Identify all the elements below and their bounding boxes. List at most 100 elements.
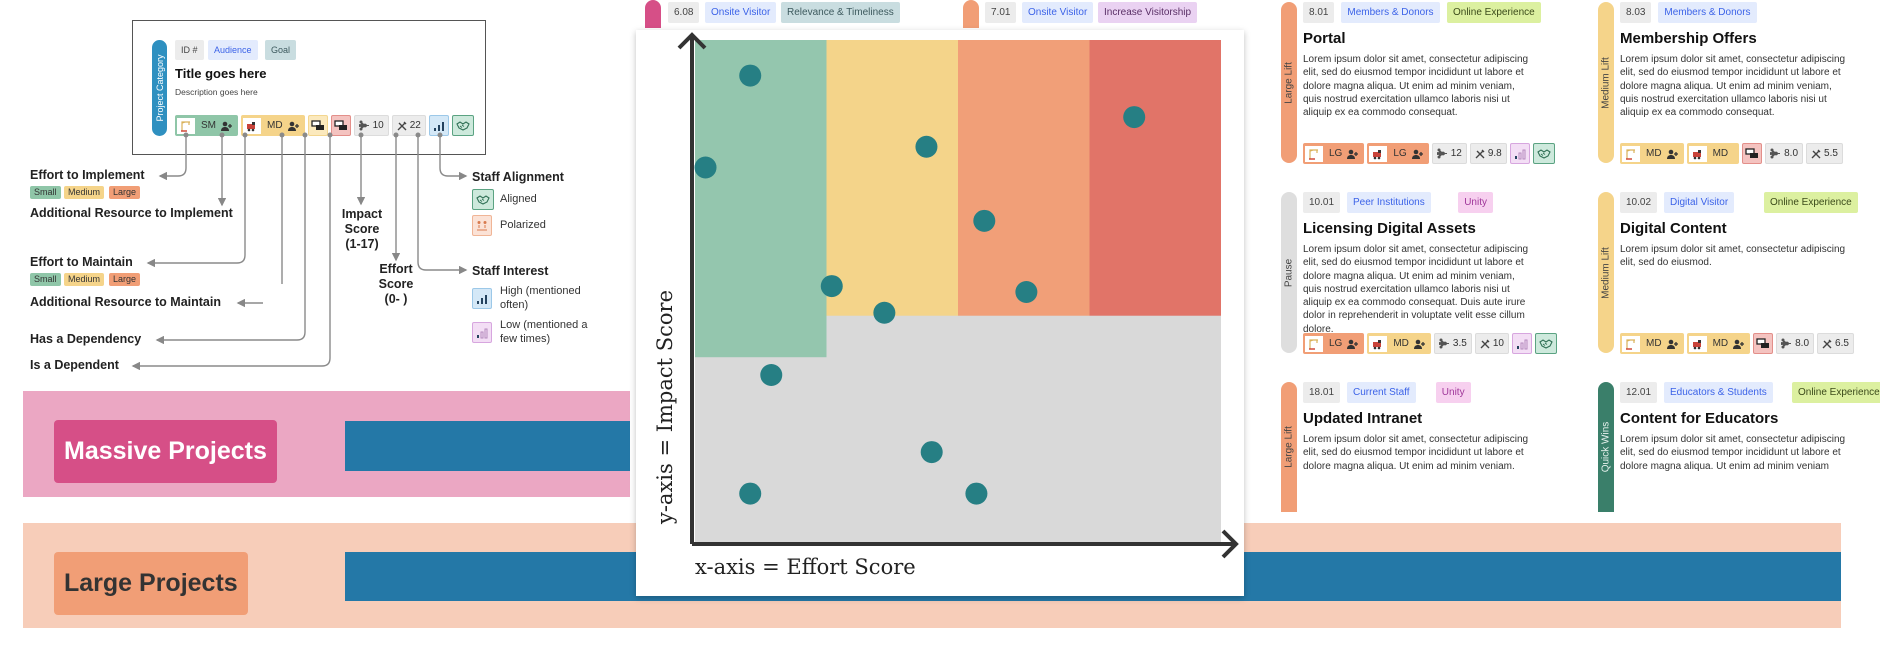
handshake-icon (472, 189, 494, 210)
card-description: Lorem ipsum dolor sit amet, consectetur … (1303, 434, 1529, 472)
effort-to-implement-chip: LG (1303, 143, 1365, 164)
effort-to-maintain-label: Effort to Maintain (30, 255, 133, 269)
effort-score-value: 22 (409, 120, 421, 131)
card-audience-tag: Current Staff (1347, 382, 1416, 403)
card-title[interactable]: Content for Educators (1620, 410, 1779, 427)
crane-icon (177, 117, 195, 134)
axes (690, 35, 1236, 546)
massive-projects-label: Massive Projects (54, 420, 277, 483)
legend-chip-row: SM MD 10 22 (175, 115, 474, 136)
card-category-pill: Medium Lift (1598, 2, 1614, 163)
card-audience-tag: Members & Donors (1341, 2, 1440, 23)
handshake-icon (456, 120, 470, 131)
train-icon (243, 117, 261, 134)
effort-score-chip: 5.5 (1806, 143, 1843, 164)
add-person-icon (1346, 149, 1359, 159)
data-point (1015, 281, 1038, 303)
card-description: Lorem ipsum dolor sit amet, consectetur … (1620, 54, 1846, 119)
train-icon (1369, 145, 1388, 162)
card-description: Lorem ipsum dolor sit amet, consectetur … (1620, 434, 1846, 472)
staff-interest-label: Staff Interest (472, 264, 549, 278)
aligned-icon-box (472, 189, 494, 210)
size-small: Small (30, 273, 61, 286)
impact-score-value: 3.5 (1452, 338, 1467, 349)
has-dependency-label: Has a Dependency (30, 332, 142, 346)
add-person-icon (220, 121, 233, 131)
x-axis-arrow (1221, 529, 1239, 559)
effort-score-value: 9.8 (1487, 148, 1502, 159)
train-icon (1369, 335, 1388, 352)
top-id-tag: 6.08 (668, 2, 700, 23)
card-audience-tag: Digital Visitor (1664, 192, 1735, 213)
effort-to-maintain-chip: MD (1686, 333, 1751, 354)
data-point (739, 64, 762, 87)
is-dependent-chip (330, 115, 351, 136)
card-goal-tag: Online Experience (1764, 192, 1858, 213)
card-id-tag: 10.02 (1620, 192, 1658, 213)
handshake-icon (1537, 148, 1551, 159)
effort-to-implement-chip: MD (1620, 143, 1684, 164)
card-chip-row: MD MD 8.0 6.5 (1620, 333, 1854, 354)
size-label: LG (1329, 148, 1343, 159)
top-id-tag: 7.01 (985, 2, 1017, 23)
large-category-pill (963, 0, 979, 28)
network-icon (1436, 148, 1448, 159)
staff-interest-low-chip (1511, 333, 1532, 354)
region-large-lift (958, 40, 1090, 316)
impact-score-value: 8.0 (1784, 148, 1799, 159)
card-goal-tag: Unity (1458, 192, 1493, 213)
tools-icon (1475, 149, 1485, 159)
tools-icon (1480, 339, 1490, 349)
is-dependent-chip (1753, 333, 1774, 354)
data-point (1123, 106, 1146, 129)
legend-title: Title goes here (175, 66, 267, 81)
legend-connectors (131, 132, 468, 371)
bar-chart-high-icon (472, 288, 492, 309)
size-label: MD (1646, 338, 1662, 349)
size-label: SM (201, 120, 216, 131)
data-point (920, 441, 943, 464)
card-audience-tag: Educators & Students (1664, 382, 1773, 403)
train-icon (1688, 335, 1707, 352)
data-point (820, 275, 843, 298)
card-id-tag: 10.01 (1303, 192, 1341, 213)
network-icon (1438, 338, 1450, 349)
card-title[interactable]: Updated Intranet (1303, 410, 1423, 427)
high-interest-label: High (mentioned often) (500, 285, 581, 311)
card-description: Lorem ipsum dolor sit amet, consectetur … (1303, 54, 1529, 119)
top-goal-tag: Relevance & Timeliness (781, 2, 900, 23)
data-point (873, 301, 896, 324)
effort-score-value: 6.5 (1835, 338, 1849, 349)
crane-icon (1622, 145, 1640, 162)
dependency-icon (310, 120, 325, 131)
staff-aligned-chip (1532, 143, 1555, 164)
effort-impact-chart (677, 32, 1239, 559)
card-title[interactable]: Digital Content (1620, 220, 1727, 237)
card-title[interactable]: Membership Offers (1620, 30, 1757, 47)
card-category-pill: Quick Wins (1598, 382, 1614, 512)
effort-to-maintain-chip: MD (1686, 143, 1740, 164)
add-person-icon (1666, 339, 1679, 349)
card-audience-tag: Members & Donors (1658, 2, 1757, 23)
region-massive (1089, 40, 1221, 316)
effort-score-chip: 6.5 (1817, 333, 1854, 354)
data-point (965, 482, 988, 505)
is-dependent-label: Is a Dependent (30, 358, 119, 372)
high-interest-icon-box (472, 288, 492, 309)
card-id-tag: 18.01 (1303, 382, 1341, 403)
impact-score-chip: 10 (353, 115, 389, 136)
staff-interest-low-chip (1509, 143, 1530, 164)
card-title[interactable]: Portal (1303, 30, 1346, 47)
impact-score-chip: 8.0 (1776, 333, 1815, 354)
effort-to-implement-chip: SM (175, 115, 238, 136)
add-person-icon (1666, 149, 1679, 159)
data-point (739, 482, 762, 505)
card-title[interactable]: Licensing Digital Assets (1303, 220, 1476, 237)
effort-to-maintain-chip: LG (1367, 143, 1429, 164)
card-category-pill: Medium Lift (1598, 192, 1614, 353)
data-point (973, 209, 996, 232)
top-goal-tag: Increase Visitorship (1098, 2, 1198, 23)
card-chip-row: LG MD 3.5 10 (1303, 333, 1557, 354)
crane-icon (1622, 335, 1640, 352)
legend-goal-tag: Goal (265, 40, 297, 60)
